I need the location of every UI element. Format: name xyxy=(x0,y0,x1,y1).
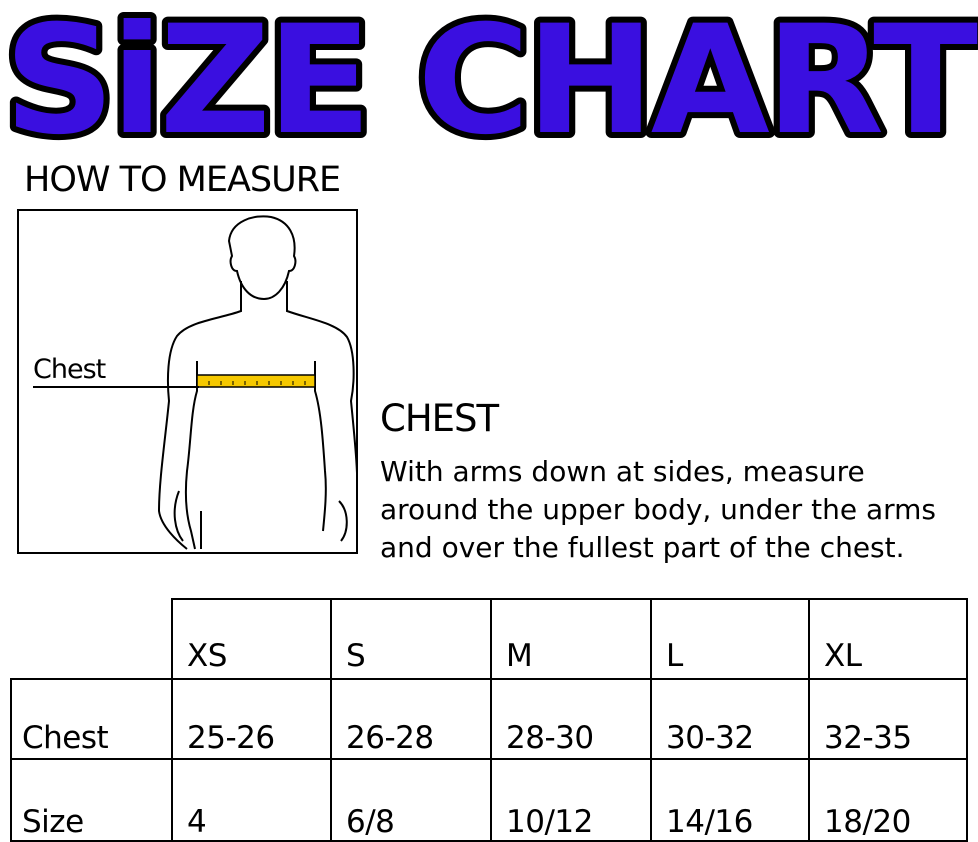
header-cell: M xyxy=(490,598,652,680)
table-cell: 18/20 xyxy=(808,758,968,842)
row-label-chest: Chest xyxy=(10,678,173,760)
table-cell: 30-32 xyxy=(650,678,810,760)
measure-line: and over the fullest part of the chest. xyxy=(380,531,905,564)
measure-description: With arms down at sides, measure around … xyxy=(380,453,978,567)
table-cell: 26-28 xyxy=(330,678,492,760)
table-cell: 25-26 xyxy=(171,678,332,760)
table-cell: 6/8 xyxy=(330,758,492,842)
measuring-tape xyxy=(196,374,316,388)
row-label-size: Size xyxy=(10,758,173,842)
body-outline-icon xyxy=(33,215,356,550)
size-chart-title: SiZE CHART xyxy=(0,0,978,150)
table-cell: 28-30 xyxy=(490,678,652,760)
measure-line: With arms down at sides, measure xyxy=(380,455,865,488)
measure-heading: CHEST xyxy=(380,397,499,440)
header-cell: S xyxy=(330,598,492,680)
table-cell: 10/12 xyxy=(490,758,652,842)
title-text: SiZE CHART xyxy=(4,0,978,150)
header-cell: XS xyxy=(171,598,332,680)
how-to-measure-heading: HOW TO MEASURE xyxy=(24,160,341,200)
header-cell: XL xyxy=(808,598,968,680)
table-cell: 4 xyxy=(171,758,332,842)
chest-label: Chest xyxy=(33,354,106,385)
header-cell: L xyxy=(650,598,810,680)
table-cell: 14/16 xyxy=(650,758,810,842)
measure-line: around the upper body, under the arms xyxy=(380,493,936,526)
measurement-figure: Chest xyxy=(17,209,358,554)
table-cell: 32-35 xyxy=(808,678,968,760)
